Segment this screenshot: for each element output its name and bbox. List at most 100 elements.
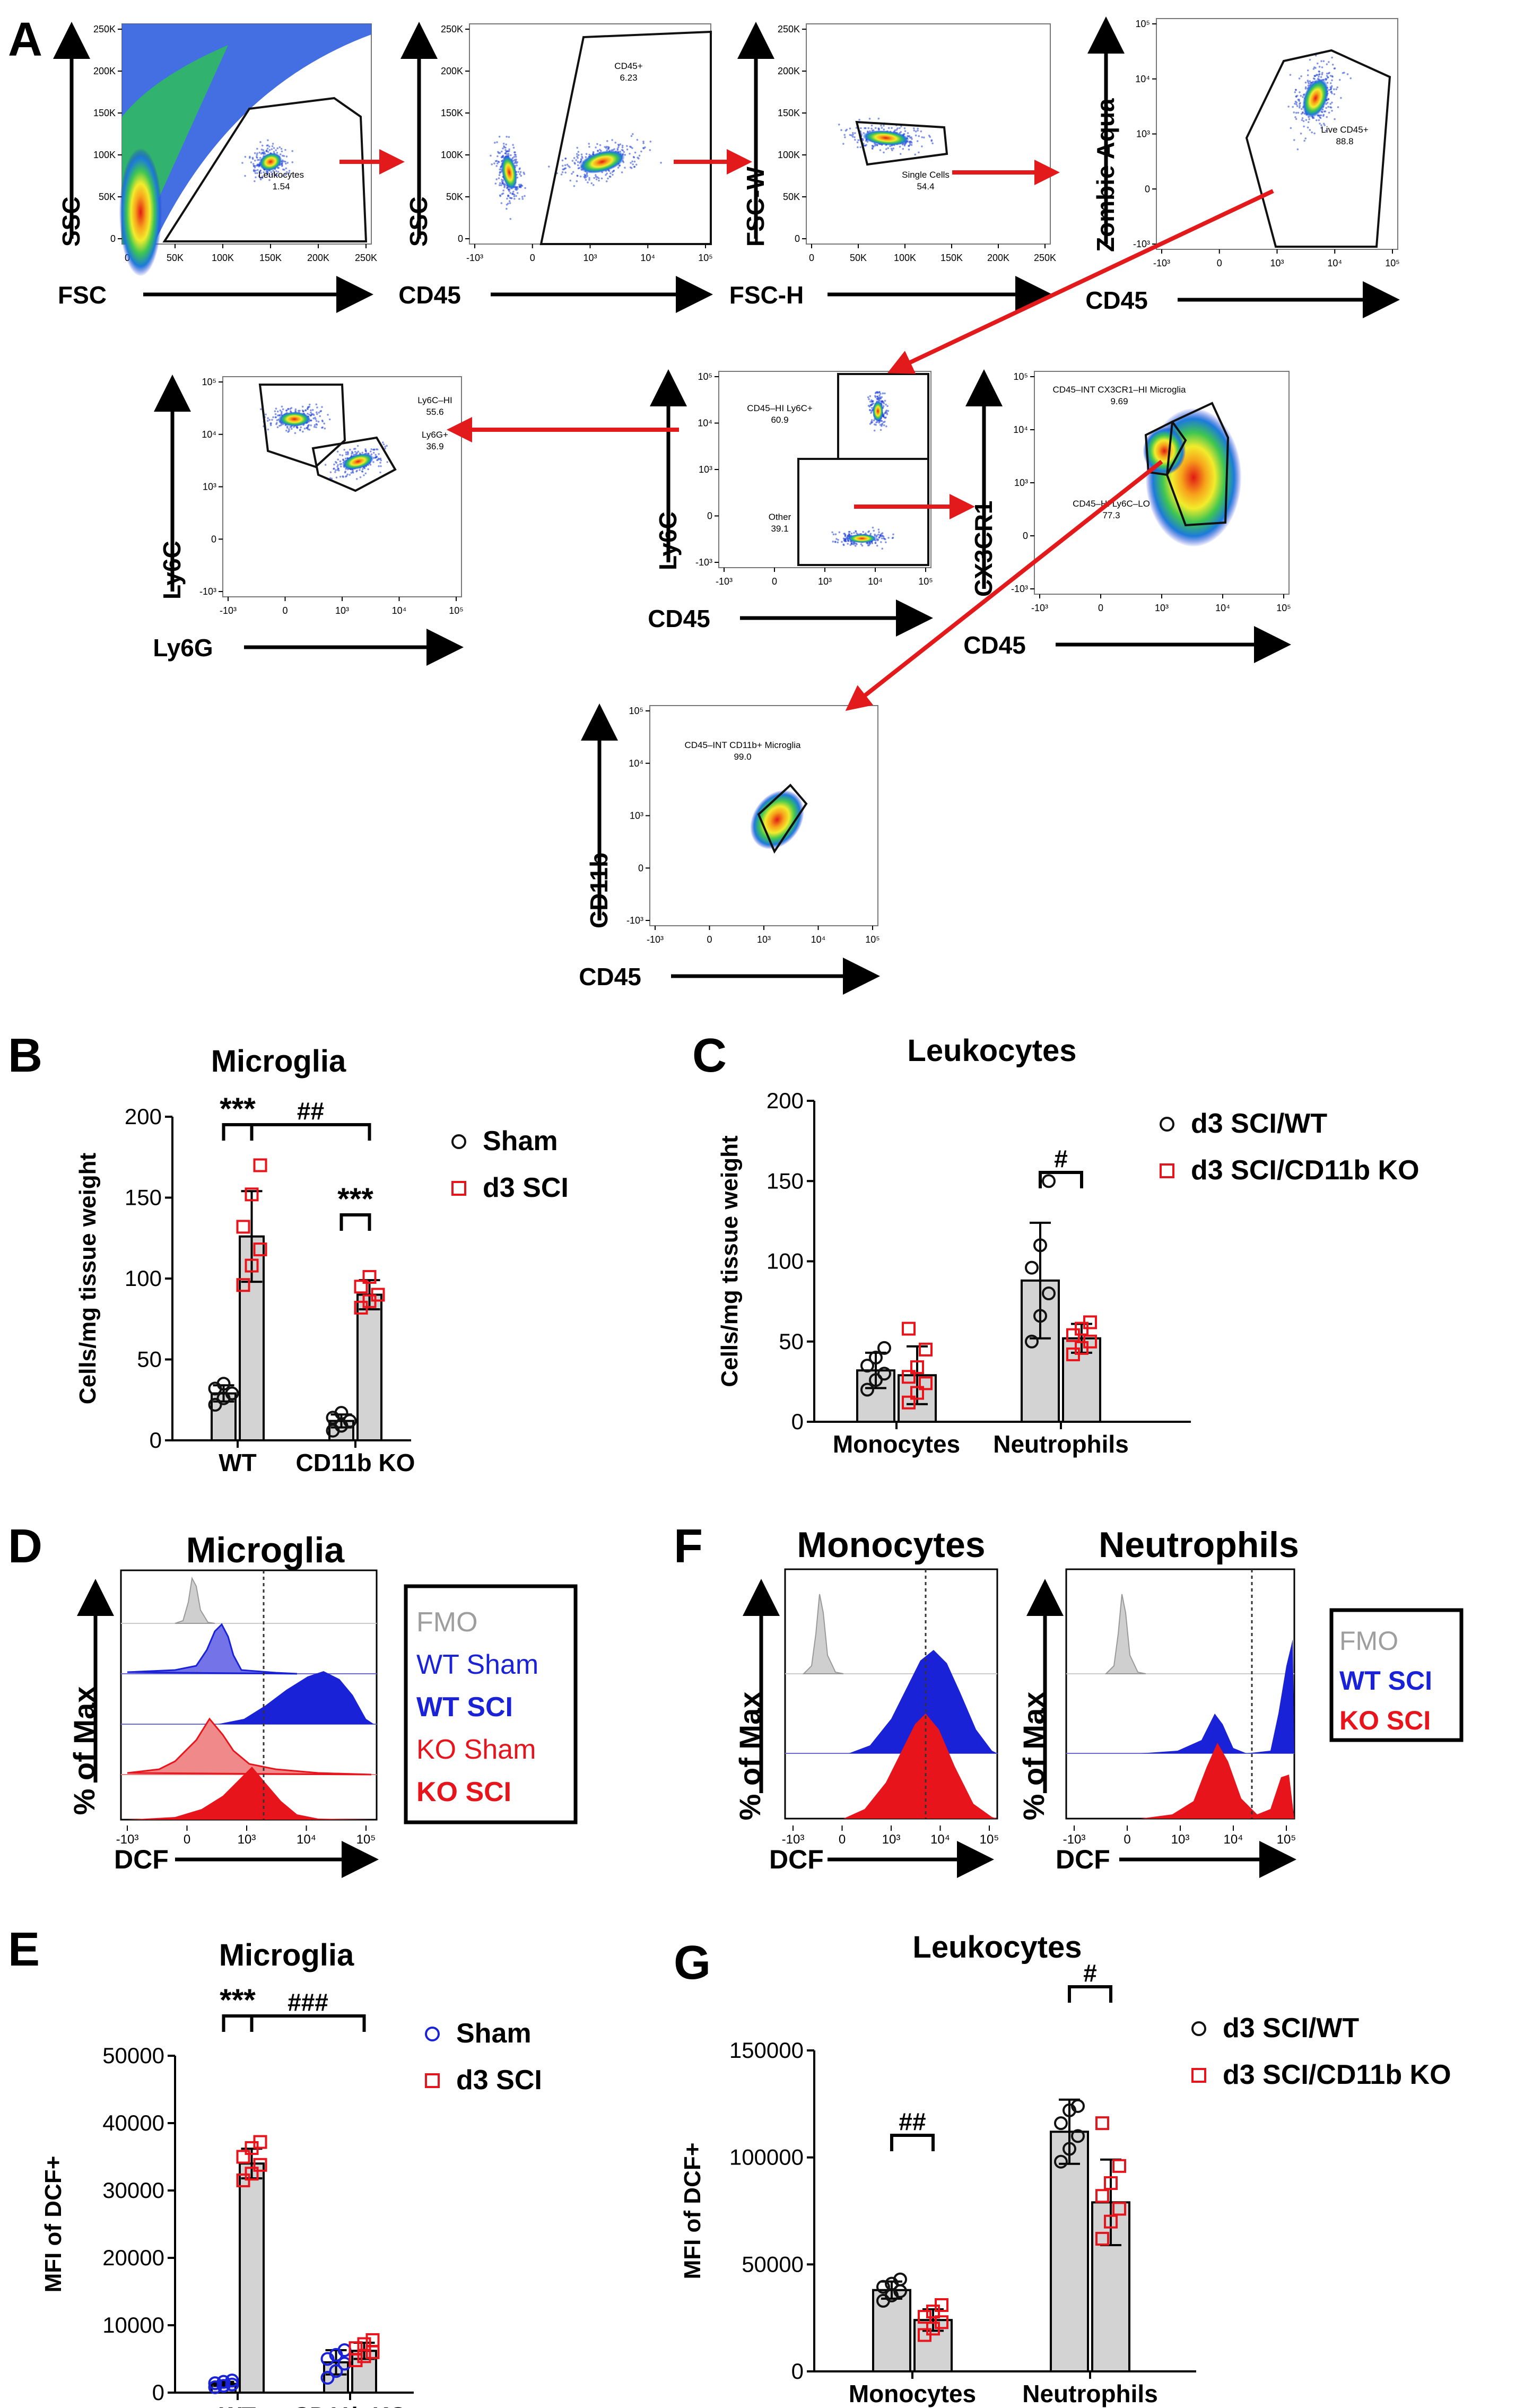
ly6c-hi-cloud-dot xyxy=(878,399,881,401)
ly6c-hi-cloud-dot xyxy=(879,429,882,431)
ly6c-cloud-1-dot xyxy=(285,409,288,412)
y-tick-label: 10⁵ xyxy=(202,377,216,387)
x-tick-label: 10⁴ xyxy=(640,253,655,263)
live-cloud-dot xyxy=(1294,116,1296,118)
significance-bracket xyxy=(250,2014,366,2032)
cd45-cloud-1-dot xyxy=(500,184,502,186)
x-tick-label: 10⁴ xyxy=(297,1832,316,1847)
y-tick-label: 250K xyxy=(778,24,800,34)
live-cloud-dot xyxy=(1318,66,1321,68)
gate-name: CD45–HI Ly6C+ xyxy=(747,403,813,413)
cd45-cloud-1-dot xyxy=(501,150,503,153)
gate2-percent: 39.1 xyxy=(771,524,788,534)
y-tick-label: 0 xyxy=(638,863,643,873)
cd45-cloud-2-dot xyxy=(566,163,569,166)
singlet-cloud-dot xyxy=(868,118,871,120)
leukocyte-cloud-dot xyxy=(275,149,277,152)
leukocyte-cloud-dot xyxy=(252,170,255,172)
data-point xyxy=(1054,2116,1068,2131)
y-axis-label: Cells/mg tissue weight xyxy=(717,1135,743,1387)
cd45-cloud-1-dot xyxy=(509,197,511,199)
live-cloud-dot xyxy=(1335,88,1337,91)
cd45-cloud-2-dot xyxy=(588,179,590,181)
category-label: WT xyxy=(220,2403,256,2408)
other-cloud-dot xyxy=(841,541,843,543)
cd45-cloud-1-dot xyxy=(520,175,522,177)
cd45-cloud-2-dot xyxy=(632,163,634,166)
data-point xyxy=(1033,1238,1047,1253)
leukocyte-cloud-dot xyxy=(256,147,258,150)
y-tick-label: 10⁴ xyxy=(698,418,712,429)
singlet-cloud-dot xyxy=(899,145,901,148)
ly6g-cloud-2-dot xyxy=(379,462,381,464)
ly6c-hi-cloud-dot xyxy=(882,405,885,407)
leukocyte-cloud-dot xyxy=(288,172,290,174)
singlet-cloud-dot xyxy=(915,134,917,137)
cd45-cloud-1-dot xyxy=(513,197,516,200)
cd45-cloud-1-dot xyxy=(494,182,497,185)
singlet-cloud-dot xyxy=(896,127,899,129)
leukocyte-cloud-dot xyxy=(281,150,283,153)
gate2-name: Other xyxy=(769,512,791,522)
ly6c-hi-cloud-dot xyxy=(884,416,886,419)
gate-percent: 1.54 xyxy=(272,181,290,192)
cd45-cloud-1-dot xyxy=(524,187,526,189)
cd45-cloud-1-dot xyxy=(499,168,501,171)
leukocyte-cloud-dot xyxy=(281,154,284,157)
singlet-cloud-dot xyxy=(864,144,867,147)
ly6c-cloud-1-dot xyxy=(276,419,278,421)
singlet-cloud-dot xyxy=(909,142,911,144)
data-point xyxy=(349,2341,363,2355)
y-tick-label: 200 xyxy=(125,1104,162,1129)
hist-d-ko-sham xyxy=(127,1717,372,1776)
legend-marker xyxy=(451,1134,466,1149)
other-cloud-dot xyxy=(862,531,864,533)
x-tick-label: 10⁵ xyxy=(698,253,712,263)
data-point xyxy=(1083,1334,1097,1349)
data-point xyxy=(919,1376,933,1390)
data-point xyxy=(236,1220,250,1234)
ly6g-cloud-2-dot xyxy=(333,468,335,470)
x-tick-label: 10⁵ xyxy=(918,576,933,587)
live-cloud-dot xyxy=(1319,117,1322,119)
data-point xyxy=(893,2272,907,2287)
ly6c-cloud-1-dot xyxy=(308,403,311,406)
x-tick-label: 10³ xyxy=(1171,1832,1190,1847)
ly6c-cloud-1-dot xyxy=(314,416,316,419)
other-cloud-dot xyxy=(838,531,841,534)
cd45-cloud-2-dot xyxy=(576,146,579,149)
ly6c-hi-cloud-dot xyxy=(873,429,876,432)
singlet-cloud-dot xyxy=(840,129,842,132)
ly6c-cloud-1-dot xyxy=(287,408,289,410)
live-cloud-dot xyxy=(1312,68,1315,70)
ly6c-hi-cloud-dot xyxy=(881,425,883,427)
cd45-cloud-2-dot xyxy=(598,179,600,182)
live-cloud-dot xyxy=(1309,80,1311,82)
x-axis-label: CD45 xyxy=(1085,286,1148,314)
cx3cr1-density-2 xyxy=(1143,427,1186,475)
ly6c-hi-cloud-dot xyxy=(882,421,885,423)
live-cloud-dot xyxy=(1331,101,1333,104)
leukocyte-cloud-dot xyxy=(244,155,247,158)
ly6c-hi-cloud-dot xyxy=(885,403,887,406)
cd45-cloud-2-dot xyxy=(631,147,633,149)
leukocyte-cloud-dot xyxy=(263,153,265,155)
significance-bracket xyxy=(250,1123,371,1141)
singlet-cloud-dot xyxy=(885,148,887,150)
ly6g-cloud-2-dot xyxy=(353,448,355,450)
legend-label: d3 SCI/CD11b KO xyxy=(1191,1155,1420,1186)
leukocyte-cloud-dot xyxy=(254,166,256,169)
singlet-cloud-dot xyxy=(879,149,882,151)
y-axis-label: Cells/mg tissue weight xyxy=(75,1152,101,1404)
cd45-cloud-2 xyxy=(548,133,662,187)
ly6g-cloud-2-dot xyxy=(333,463,335,466)
leukocyte-cloud-dot xyxy=(268,179,271,181)
leukocyte-cloud-dot xyxy=(266,150,268,152)
cd45-cloud-2-dot xyxy=(622,149,624,152)
ly6c-cloud-1-dot xyxy=(315,403,318,406)
other-cloud-dot xyxy=(880,541,882,543)
ly6c-hi-cloud-dot xyxy=(881,396,883,398)
data-point xyxy=(334,1406,349,1420)
live-cloud-dot xyxy=(1307,126,1309,129)
